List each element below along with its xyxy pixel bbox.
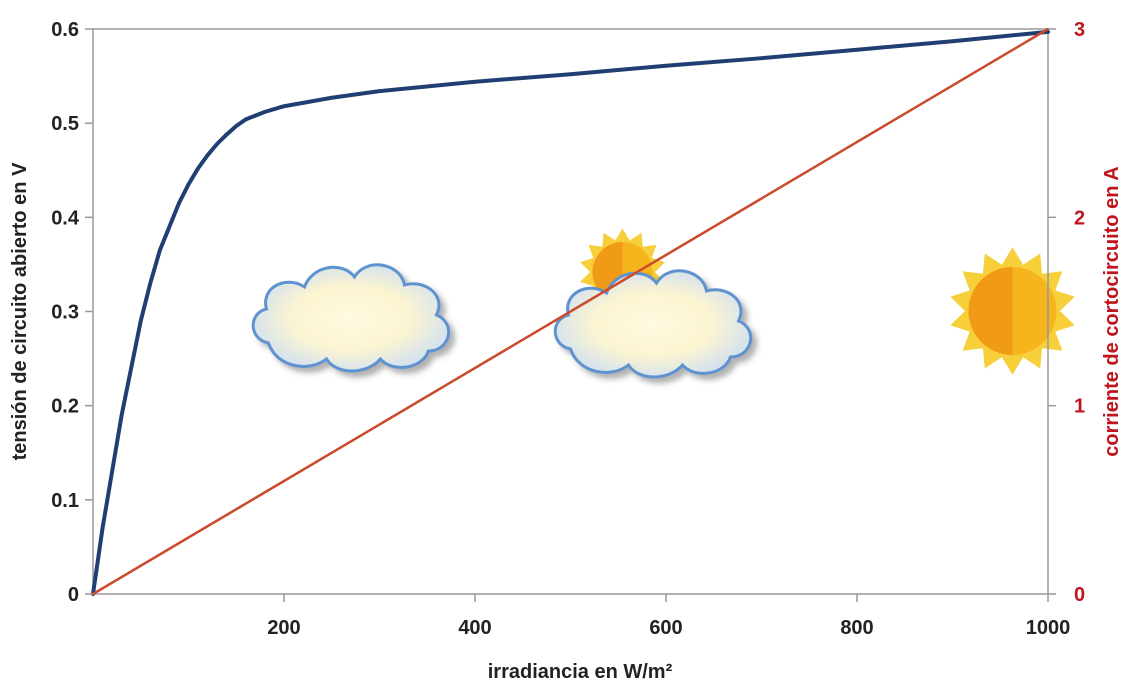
y-right-tick-label: 1 [1074, 396, 1085, 418]
y-left-tick-label: 0.1 [51, 490, 79, 512]
series-line-current [91, 27, 1050, 596]
y-left-tick-label: 0.3 [51, 302, 79, 324]
y-right-tick-label: 2 [1074, 207, 1085, 229]
y-axis-right: 0 1 2 3 [1048, 19, 1085, 606]
y-right-tick-label: 0 [1074, 584, 1085, 606]
y-left-tick-label: 0.5 [51, 113, 79, 135]
y-left-tick-label: 0.6 [51, 19, 79, 41]
y-left-tick-label: 0.2 [51, 396, 79, 418]
x-axis-title: irradiancia en W/m² [488, 661, 673, 683]
cloud-icon [251, 263, 451, 373]
y-right-tick-label: 3 [1074, 19, 1085, 41]
y-axis-right-title: corriente de cortocircuito en A [1101, 166, 1123, 456]
x-tick-label: 600 [649, 617, 682, 639]
cloud-shape [251, 263, 451, 373]
x-tick-label: 400 [458, 617, 491, 639]
series-line-voltage [91, 29, 1050, 596]
series-layer [91, 27, 1050, 596]
y-left-tick-label: 0 [68, 584, 79, 606]
sun-icon [950, 247, 1075, 375]
x-axis: 200 400 600 800 1000 [267, 594, 1070, 639]
cloud-shape [553, 269, 753, 379]
y-axis-left-title: tensión de circuito abierto en V [9, 162, 31, 460]
x-tick-label: 200 [267, 617, 300, 639]
x-tick-label: 1000 [1026, 617, 1071, 639]
y-left-tick-label: 0.4 [51, 207, 80, 229]
y-axis-left: 0 0.1 0.2 0.3 0.4 0.5 0.6 [51, 19, 93, 606]
x-tick-label: 800 [840, 617, 873, 639]
weather-icons [251, 228, 1075, 379]
sun-shape [950, 247, 1075, 375]
